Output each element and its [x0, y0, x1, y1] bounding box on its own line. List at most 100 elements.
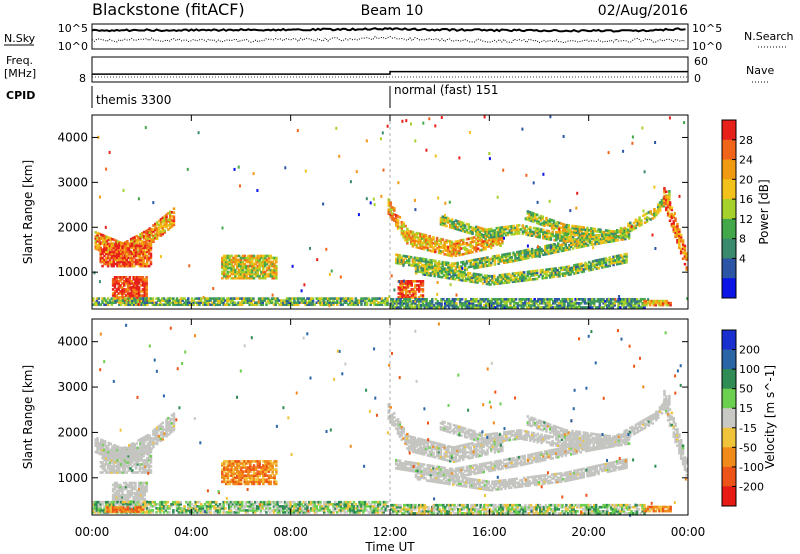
data-cell — [424, 234, 428, 237]
data-cell — [541, 274, 544, 278]
data-cell — [569, 273, 572, 276]
data-cell — [265, 272, 269, 276]
data-cell — [128, 448, 131, 451]
data-cell — [126, 240, 129, 243]
data-cell — [166, 303, 169, 306]
data-cell — [596, 238, 599, 241]
data-cell — [447, 302, 451, 305]
data-cell — [140, 299, 143, 302]
data-cell — [438, 306, 441, 309]
data-cell — [552, 271, 556, 275]
data-cell — [560, 247, 564, 251]
data-cell — [123, 264, 127, 268]
data-cell — [455, 304, 458, 307]
data-cell — [437, 243, 441, 246]
data-cell — [528, 216, 531, 220]
data-cell — [493, 259, 497, 262]
data-cell — [264, 272, 267, 276]
data-cell — [125, 452, 128, 456]
data-cell — [526, 302, 529, 305]
data-cell — [460, 298, 464, 301]
data-cell — [140, 262, 143, 266]
data-cell — [475, 258, 478, 261]
data-cell — [397, 296, 400, 299]
data-cell — [587, 300, 590, 303]
data-cell — [406, 284, 410, 287]
data-cell — [628, 304, 631, 307]
data-cell — [131, 469, 134, 472]
data-cell — [432, 306, 436, 309]
data-cell — [509, 298, 512, 301]
data-cell — [136, 284, 139, 287]
data-cell — [150, 441, 153, 444]
data-cell — [546, 302, 549, 305]
data-cell — [153, 301, 156, 304]
data-cell — [669, 303, 672, 307]
data-cell — [142, 241, 146, 244]
data-cell — [586, 236, 590, 240]
data-cell — [458, 243, 461, 247]
data-cell — [112, 262, 115, 266]
data-cell — [575, 240, 579, 243]
data-cell — [443, 263, 446, 266]
data-cell — [460, 253, 463, 256]
data-cell — [469, 243, 472, 246]
data-cell — [147, 258, 151, 262]
data-cell — [417, 232, 420, 235]
data-cell — [488, 236, 491, 239]
data-cell — [241, 266, 245, 270]
data-cell — [275, 274, 278, 278]
data-cell — [118, 242, 121, 246]
data-cell — [105, 252, 108, 256]
data-cell — [521, 271, 524, 274]
data-cell — [479, 306, 482, 309]
data-cell — [123, 276, 126, 279]
data-cell — [223, 256, 226, 260]
data-cell — [522, 271, 526, 274]
data-cell — [564, 244, 567, 248]
data-cell — [362, 297, 365, 300]
data-cell — [485, 302, 488, 305]
data-cell — [221, 270, 224, 274]
data-cell — [539, 306, 542, 309]
data-cell — [589, 264, 593, 268]
data-cell — [124, 282, 128, 285]
data-cell — [674, 235, 677, 239]
data-cell — [566, 248, 569, 251]
data-cell — [653, 214, 656, 217]
data-cell — [127, 303, 130, 306]
data-cell — [430, 243, 433, 247]
data-cell — [488, 232, 491, 235]
data-cell — [341, 303, 345, 306]
data-cell — [581, 243, 584, 246]
data-cell — [666, 214, 670, 217]
data-cell — [170, 223, 174, 226]
data-cell — [491, 255, 495, 258]
data-cell — [236, 276, 239, 280]
data-cell — [209, 297, 212, 300]
data-cell — [444, 304, 447, 307]
data-cell — [605, 238, 608, 242]
data-cell — [575, 233, 578, 236]
data-cell — [130, 294, 133, 297]
data-cell — [308, 303, 311, 306]
data-cell — [643, 221, 647, 224]
data-cell — [205, 297, 209, 300]
data-cell — [521, 232, 525, 236]
data-cell — [239, 258, 243, 262]
data-cell — [111, 447, 114, 450]
data-cell — [632, 227, 636, 231]
data-cell — [570, 243, 573, 247]
data-cell — [249, 264, 252, 268]
data-cell — [373, 303, 376, 306]
data-cell — [670, 214, 674, 218]
data-cell — [523, 257, 526, 260]
data-cell — [643, 306, 646, 309]
data-cell — [510, 258, 513, 261]
data-cell — [460, 221, 463, 224]
data-cell — [98, 240, 101, 244]
data-cell — [106, 454, 110, 458]
data-cell — [526, 210, 530, 213]
data-cell — [453, 269, 457, 273]
data-cell — [121, 258, 125, 262]
